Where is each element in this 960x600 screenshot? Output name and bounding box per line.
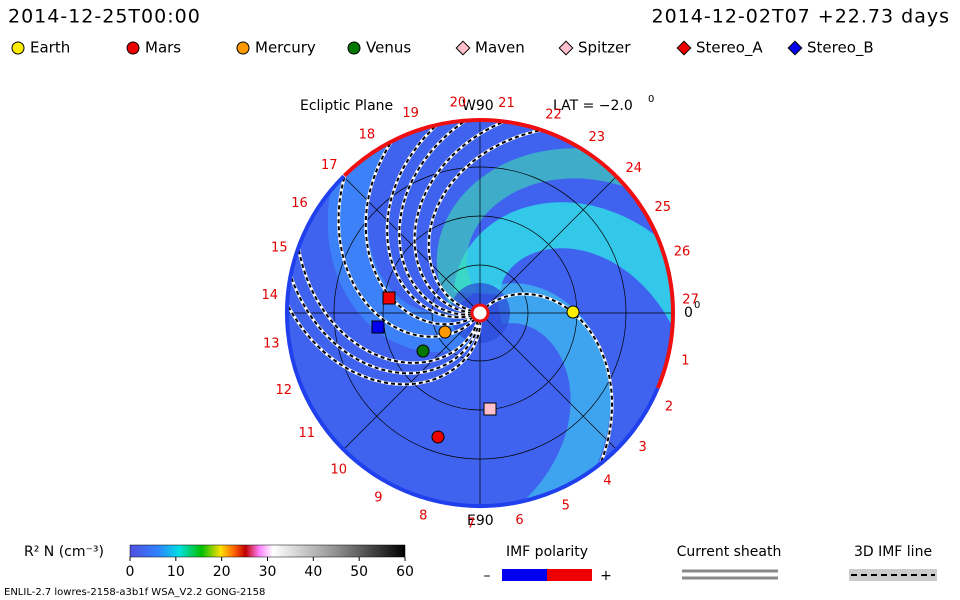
body-marker bbox=[431, 430, 445, 444]
imf-positive bbox=[547, 569, 592, 581]
legend-label: Venus bbox=[366, 39, 411, 57]
sector-label: 26 bbox=[674, 245, 691, 260]
sector-label: 12 bbox=[276, 383, 293, 398]
sheath-label: Current sheath bbox=[677, 544, 782, 560]
sector-label: 6 bbox=[515, 513, 523, 528]
legend-label: Stereo_A bbox=[696, 39, 763, 58]
zero-degree: 0 bbox=[694, 300, 700, 311]
sector-label: 9 bbox=[374, 490, 382, 505]
body-marker bbox=[382, 291, 396, 305]
sector-label: 4 bbox=[603, 474, 611, 489]
imf-line-dash bbox=[287, 290, 482, 386]
sector-label: 23 bbox=[588, 130, 605, 145]
imf-line-dash bbox=[295, 233, 479, 364]
sector-label: 1 bbox=[681, 354, 689, 369]
body-marker bbox=[483, 402, 497, 416]
sector-label: 16 bbox=[291, 196, 308, 211]
imf-line-dash bbox=[386, 120, 473, 319]
legend-marker bbox=[558, 40, 574, 56]
sector-label: 24 bbox=[626, 161, 643, 176]
sector-label: 17 bbox=[321, 158, 338, 173]
colorbar-label: R² N (cm⁻³) bbox=[24, 544, 104, 560]
sector-label: 10 bbox=[331, 462, 348, 477]
sector-label: 11 bbox=[298, 426, 315, 441]
sector-label: 22 bbox=[545, 108, 562, 123]
sector-label: 25 bbox=[654, 200, 671, 215]
legend-marker bbox=[236, 41, 250, 55]
zero-label: 0 bbox=[684, 305, 693, 321]
imf-line-dash bbox=[398, 120, 479, 316]
colorbar-tick-label: 60 bbox=[396, 564, 414, 580]
imf-line-dash bbox=[413, 120, 518, 314]
body-marker bbox=[416, 344, 430, 358]
body-marker bbox=[371, 320, 385, 334]
imf-minus: – bbox=[484, 568, 491, 584]
colorbar-tick-label: 50 bbox=[350, 564, 368, 580]
legend-label: Stereo_B bbox=[807, 39, 874, 58]
lat-degree: 0 bbox=[648, 94, 654, 105]
density-band bbox=[431, 283, 611, 506]
sector-label: 5 bbox=[562, 498, 570, 513]
sector-label: 13 bbox=[263, 336, 280, 351]
density-field bbox=[287, 120, 673, 506]
imf-line-dash bbox=[485, 293, 614, 478]
sector-label: 3 bbox=[638, 440, 646, 455]
legend-label: Mars bbox=[145, 39, 181, 57]
imf-negative bbox=[502, 569, 547, 581]
legend-label: Earth bbox=[30, 39, 70, 57]
legend-marker bbox=[455, 40, 471, 56]
sector-label: 2 bbox=[665, 399, 673, 414]
legend-marker bbox=[676, 40, 692, 56]
sector-label: 18 bbox=[359, 127, 376, 142]
sector-label: 14 bbox=[261, 288, 278, 303]
sector-label: 7 bbox=[467, 516, 475, 531]
legend-marker bbox=[11, 41, 25, 55]
legend-label: Maven bbox=[475, 39, 525, 57]
density-band bbox=[327, 120, 473, 353]
legend-label: Mercury bbox=[255, 39, 316, 57]
legend-label: Spitzer bbox=[578, 39, 631, 57]
imf-line-dash bbox=[337, 161, 476, 338]
body-marker bbox=[566, 305, 580, 319]
date: 2014-12-25T00:00 bbox=[8, 6, 201, 28]
legend-marker bbox=[126, 41, 140, 55]
legend-marker bbox=[347, 41, 361, 55]
imf-line-dash bbox=[427, 126, 556, 313]
sector-label: 27 bbox=[682, 292, 699, 307]
imf-line-dash bbox=[287, 261, 481, 375]
colorbar bbox=[129, 544, 406, 558]
sun bbox=[470, 303, 490, 323]
rim-positive bbox=[342, 118, 675, 389]
imf-line-label: 3D IMF line bbox=[854, 544, 932, 560]
sector-label: 19 bbox=[402, 106, 419, 121]
top-label: W90 bbox=[462, 98, 494, 114]
body-marker bbox=[438, 325, 452, 339]
legend-marker bbox=[787, 40, 803, 56]
colorbar-tick-label: 30 bbox=[259, 564, 277, 580]
plane-label: Ecliptic Plane bbox=[300, 98, 393, 114]
colorbar-tick-label: 0 bbox=[126, 564, 135, 580]
sector-label: 15 bbox=[271, 240, 288, 255]
sector-label: 21 bbox=[498, 96, 515, 111]
run-time: 2014-12-02T07 +22.73 days bbox=[652, 6, 950, 28]
sector-label: 8 bbox=[419, 509, 427, 524]
footer: ENLIL-2.7 lowres-2158-a3b1f WSA_V2.2 GON… bbox=[4, 587, 265, 598]
sector-label: 20 bbox=[450, 96, 467, 111]
lat-label: LAT = −2.0 bbox=[553, 98, 633, 114]
colorbar-tick-label: 40 bbox=[304, 564, 322, 580]
imf-title: IMF polarity bbox=[506, 544, 588, 560]
imf-line-dash bbox=[364, 129, 474, 326]
colorbar-tick-label: 20 bbox=[213, 564, 231, 580]
rim-negative bbox=[285, 174, 660, 508]
bottom-label: E90 bbox=[467, 513, 494, 529]
imf-plus: + bbox=[600, 568, 612, 584]
density-band bbox=[454, 202, 673, 425]
colorbar-tick-label: 10 bbox=[167, 564, 185, 580]
